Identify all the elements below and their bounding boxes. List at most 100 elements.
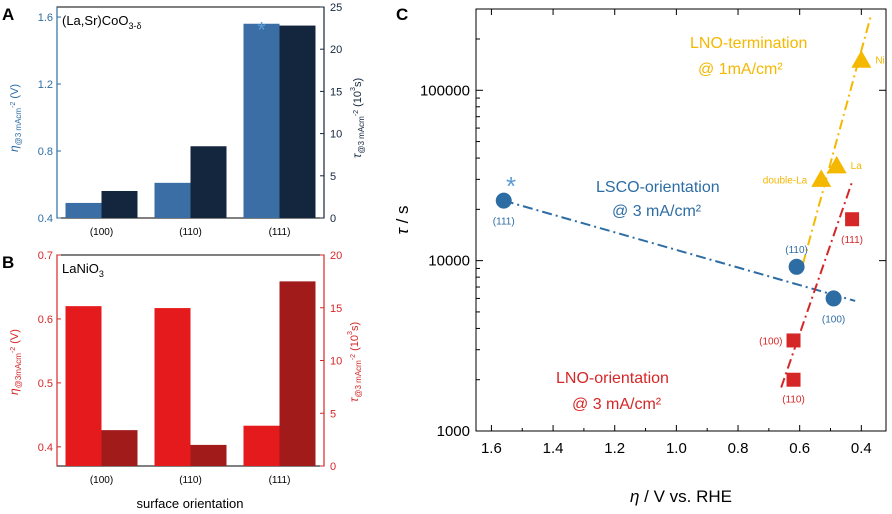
plot-frame-c <box>475 8 887 432</box>
fit-line-1 <box>780 181 854 388</box>
bar-b-eta-2 <box>243 425 280 466</box>
point-lno-termination-1 <box>826 155 847 174</box>
title-b: LaNiO3 <box>62 261 104 279</box>
bar-b-eta-1 <box>154 308 191 466</box>
y-axis-label-left-a: η@3 mAcm-2 (V) <box>7 84 23 152</box>
x-ticks-a: (100) (110) (111) <box>90 227 291 238</box>
x-tick-label-c-6: 0.4 <box>851 440 872 457</box>
bar-a-eta-1 <box>154 182 191 218</box>
lno-orientation-sublabel: @ 3 mA/cm² <box>572 396 662 413</box>
annotation-star-a: * <box>257 18 266 43</box>
right-tick-label-a-1: 5 <box>330 171 336 183</box>
point-lsco-0 <box>495 192 512 209</box>
y-tick-label-c-2: 100000 <box>420 82 470 99</box>
left-ticks-b: 0.4 0.5 0.6 0.7 <box>38 250 61 466</box>
left-ticks-a: 0.4 0.8 1.2 1.6 <box>38 7 61 225</box>
panel-label-c: C <box>396 5 408 24</box>
y-axis-label-right-b: τ@3 mAcm-2 (103s) <box>347 322 363 402</box>
panel-label-b: B <box>2 253 14 272</box>
right-ticks-a: 0 5 10 15 20 25 <box>320 2 342 225</box>
points-c <box>495 50 872 387</box>
x-tick-label-c-3: 1.0 <box>666 440 687 457</box>
bar-b-tau-0 <box>101 430 138 466</box>
lno-termination-label: LNO-termination <box>690 35 807 52</box>
panel-b: B LaNiO3 0.4 0.5 0.6 0.7 0 5 10 15 20 (100) (110… <box>2 250 363 511</box>
x-tick-label-c-2: 1.2 <box>604 440 625 457</box>
x-ticks-b: (100) (110) (111) <box>90 475 291 486</box>
panel-label-a: A <box>2 5 14 24</box>
y-axis-label-left-b: η@3mAcm-2 (V) <box>7 329 23 395</box>
fit-line-2 <box>801 16 872 265</box>
point-lsco-2 <box>825 290 842 307</box>
title-a: (La,Sr)CoO3-δ <box>62 13 141 31</box>
x-tick-label-b-2: (111) <box>269 475 291 486</box>
bar-a-tau-1 <box>190 146 227 218</box>
panel-c: C 1.6 1.4 1.2 1.0 0.8 0.6 0.4 1000 10000 100000 (… <box>393 5 887 506</box>
left-tick-label-b-3: 0.7 <box>38 250 53 262</box>
right-tick-label-a-5: 25 <box>330 2 342 14</box>
bars-a <box>65 23 316 219</box>
right-tick-label-b-4: 20 <box>330 250 342 262</box>
fit-line-0 <box>503 199 856 302</box>
label-term-la: La <box>851 161 863 172</box>
point-lsco-1 <box>788 258 805 275</box>
y-axis-label-c: τ / s <box>393 205 412 234</box>
right-tick-label-b-1: 5 <box>330 408 336 420</box>
lno-termination-sublabel: @ 1mA/cm² <box>698 61 783 78</box>
lsco-series-label: LSCO-orientation <box>596 179 720 196</box>
y-axis-label-right-a: τ@3 mAcm-2 (103s) <box>350 78 366 158</box>
fit-lines-c <box>503 16 872 388</box>
left-tick-label-b-1: 0.5 <box>38 378 53 390</box>
label-lsco-111: (111) <box>493 217 515 228</box>
x-tick-label-c-0: 1.6 <box>481 440 502 457</box>
x-tick-label-c-4: 0.8 <box>728 440 749 457</box>
bar-a-eta-0 <box>65 202 102 218</box>
label-lsco-100: (100) <box>822 314 845 325</box>
bar-b-eta-0 <box>65 306 102 466</box>
left-tick-label-b-2: 0.6 <box>38 314 53 326</box>
y-tick-label-c-1: 10000 <box>428 253 470 270</box>
left-tick-label-a-0: 0.4 <box>38 213 53 225</box>
x-tick-label-a-2: (111) <box>269 227 291 238</box>
annotation-star-c: * <box>506 171 516 201</box>
right-tick-label-a-0: 0 <box>330 213 336 225</box>
panel-a: A (La,Sr)CoO3-δ 0.40.81.21.6 0510152025 … <box>2 2 366 238</box>
lsco-series-sublabel: @ 3 mA/cm² <box>612 203 702 220</box>
label-lsco-110: (110) <box>785 245 808 256</box>
point-lno-termination-0 <box>811 169 832 187</box>
left-tick-label-a-1: 0.8 <box>38 146 53 158</box>
right-ticks-b: 0 5 10 15 20 <box>320 250 342 473</box>
point-lno-termination-2 <box>851 50 872 68</box>
right-tick-label-b-3: 15 <box>330 303 342 315</box>
x-tick-label-c-1: 1.4 <box>543 440 564 457</box>
point-lno-orientation-1 <box>786 372 801 387</box>
x-tick-label-a-1: (110) <box>179 227 202 238</box>
x-tick-label-a-0: (100) <box>90 227 113 238</box>
point-lno-orientation-0 <box>786 333 801 348</box>
label-lno-100: (100) <box>759 336 782 347</box>
right-tick-label-a-3: 15 <box>330 86 342 98</box>
left-tick-label-b-0: 0.4 <box>38 442 53 454</box>
x-tick-label-b-1: (110) <box>179 475 202 486</box>
left-tick-label-a-2: 1.2 <box>38 79 53 91</box>
point-labels-c: (111) (110) (100) (100) (110) (111) double-La L… <box>493 55 885 405</box>
x-tick-label-c-5: 0.6 <box>789 440 810 457</box>
bars-b <box>65 281 316 466</box>
lno-orientation-label: LNO-orientation <box>556 370 669 387</box>
x-axis-label-c: η / V vs. RHE <box>630 487 732 506</box>
right-tick-label-b-2: 10 <box>330 356 342 368</box>
bar-a-tau-2 <box>279 25 316 219</box>
bar-b-tau-1 <box>190 444 227 466</box>
label-lno-111: (111) <box>841 235 863 246</box>
y-tick-label-c-0: 1000 <box>437 423 470 440</box>
label-term-double-la: double-La <box>763 175 808 186</box>
bar-b-tau-2 <box>279 281 316 466</box>
label-term-ni: Ni <box>875 55 884 66</box>
x-axis-label-b: surface orientation <box>137 496 244 511</box>
bar-a-tau-0 <box>101 190 138 218</box>
label-lno-110: (110) <box>782 395 805 406</box>
right-tick-label-b-0: 0 <box>330 461 336 473</box>
bar-a-eta-2 <box>243 23 280 218</box>
point-lno-orientation-2 <box>845 212 860 227</box>
